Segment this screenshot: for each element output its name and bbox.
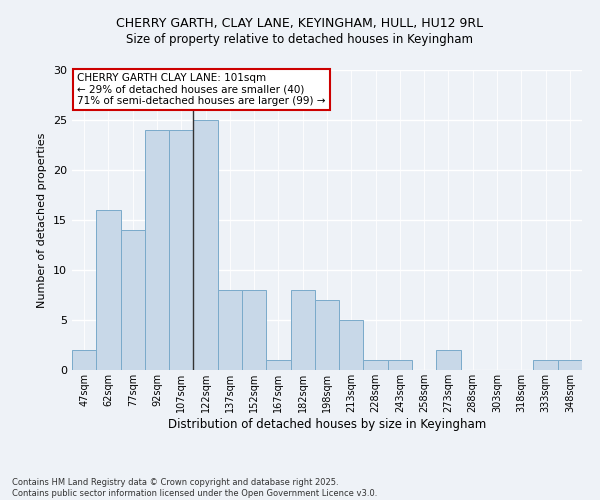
Bar — [533, 360, 558, 370]
Bar — [339, 320, 364, 370]
Text: Size of property relative to detached houses in Keyingham: Size of property relative to detached ho… — [127, 32, 473, 46]
Bar — [121, 230, 145, 370]
X-axis label: Distribution of detached houses by size in Keyingham: Distribution of detached houses by size … — [168, 418, 486, 430]
Text: CHERRY GARTH, CLAY LANE, KEYINGHAM, HULL, HU12 9RL: CHERRY GARTH, CLAY LANE, KEYINGHAM, HULL… — [116, 18, 484, 30]
Bar — [290, 290, 315, 370]
Text: Contains HM Land Registry data © Crown copyright and database right 2025.
Contai: Contains HM Land Registry data © Crown c… — [12, 478, 377, 498]
Bar — [315, 300, 339, 370]
Y-axis label: Number of detached properties: Number of detached properties — [37, 132, 47, 308]
Text: CHERRY GARTH CLAY LANE: 101sqm
← 29% of detached houses are smaller (40)
71% of : CHERRY GARTH CLAY LANE: 101sqm ← 29% of … — [77, 73, 326, 106]
Bar — [364, 360, 388, 370]
Bar — [72, 350, 96, 370]
Bar — [388, 360, 412, 370]
Bar — [193, 120, 218, 370]
Bar — [169, 130, 193, 370]
Bar — [96, 210, 121, 370]
Bar — [242, 290, 266, 370]
Bar — [558, 360, 582, 370]
Bar — [436, 350, 461, 370]
Bar — [266, 360, 290, 370]
Bar — [218, 290, 242, 370]
Bar — [145, 130, 169, 370]
